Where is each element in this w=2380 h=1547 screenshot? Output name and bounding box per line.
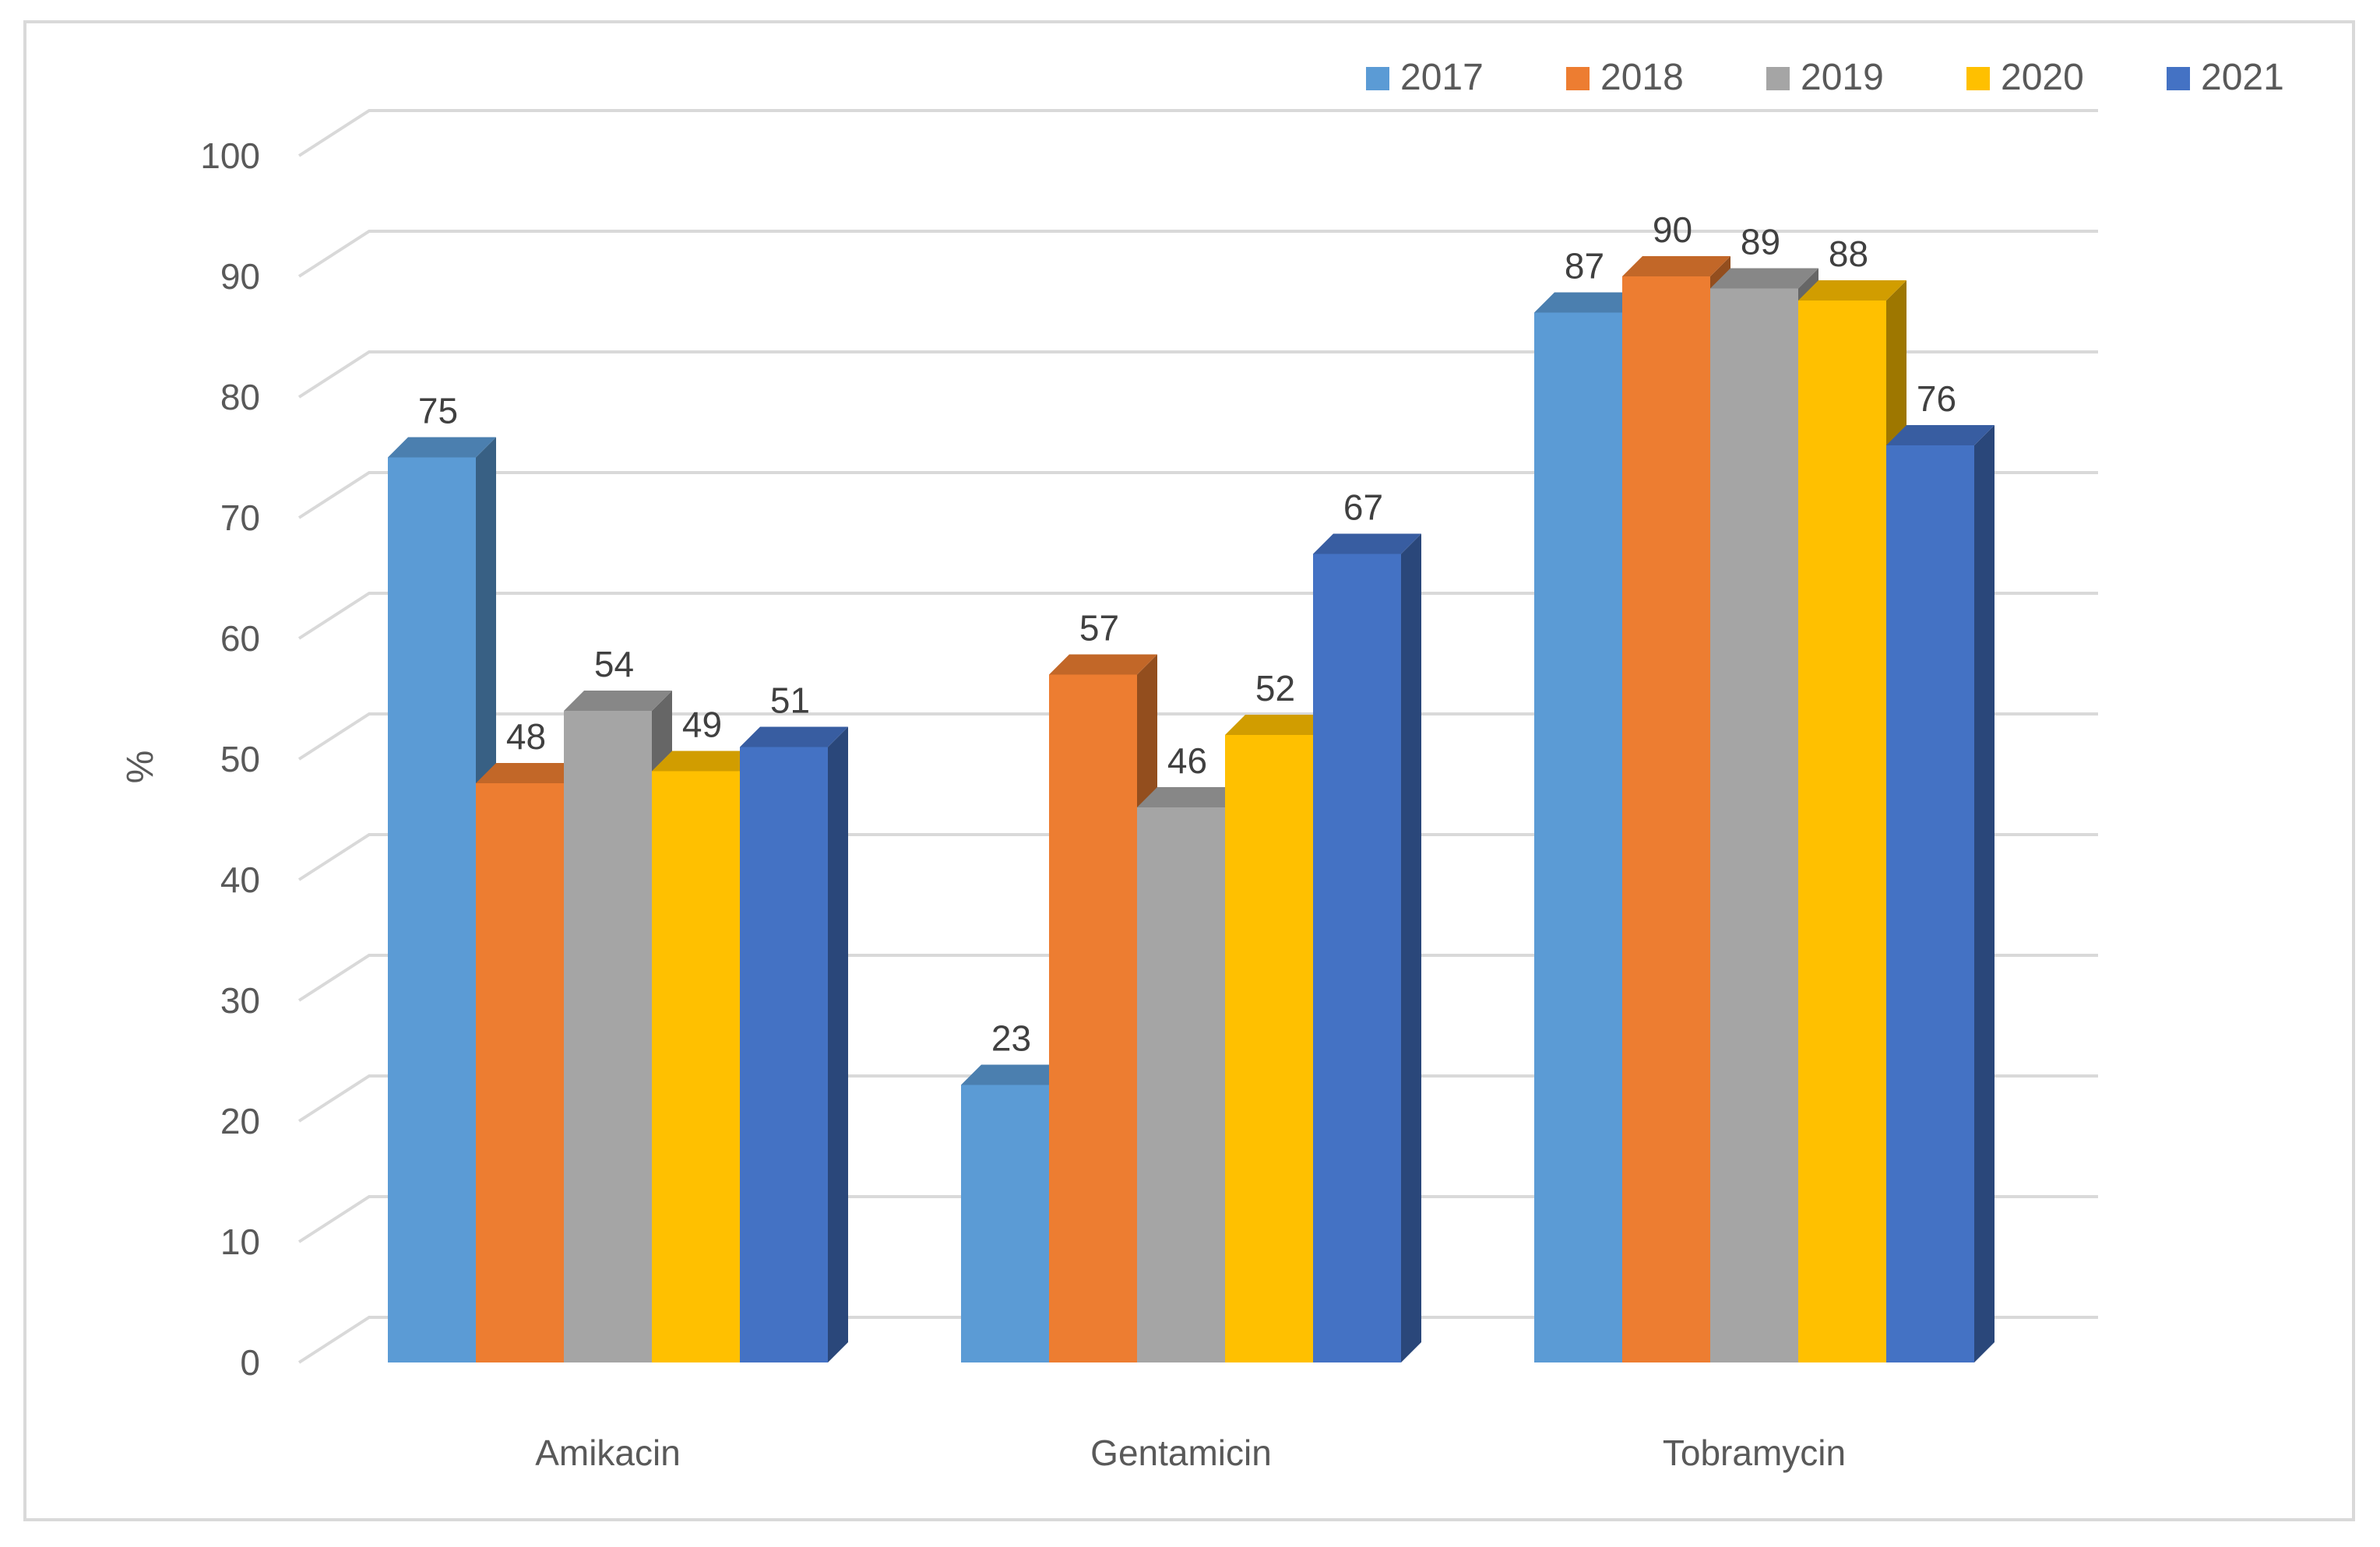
data-label: 90 [1653,209,1692,250]
data-label: 76 [1917,378,1956,419]
legend-item: 2021 [2167,57,2284,98]
data-label: 54 [594,644,634,684]
chart-frame: 0 10 20 30 40 50 60 70 80 90 100 % 75 48 54 49 51 23 57 4… [23,20,2355,1521]
data-label: 51 [770,680,810,721]
y-tick-label: 0 [240,1342,260,1383]
category-label: Gentamicin [1090,1433,1272,1473]
y-tick-label: 100 [200,135,260,176]
gridline [298,954,2098,1002]
bar-gentamicin-2021 [1313,533,1421,1362]
bar-amikacin-2021 [740,726,848,1362]
data-label: 67 [1343,487,1383,528]
legend-item: 2019 [1766,57,1884,98]
data-label: 87 [1565,246,1604,287]
gridline [298,471,2098,519]
legend-label: 2018 [1600,57,1684,98]
y-tick-label: 70 [220,498,260,538]
chart-svg: 0 10 20 30 40 50 60 70 80 90 100 % 75 48 54 49 51 23 57 4… [120,57,2284,1473]
data-labels: 75 48 54 49 51 23 57 46 52 67 87 90 89 88 76 [418,209,1956,1059]
data-label: 52 [1255,668,1295,708]
y-tick-label: 90 [220,256,260,297]
legend-swatch [1966,67,1990,90]
y-tick-label: 60 [220,618,260,659]
legend-swatch [1566,67,1590,90]
legend-label: 2021 [2201,57,2284,98]
legend-swatch [1366,67,1389,90]
legend-swatch [1766,67,1790,90]
legend-label: 2020 [2001,57,2084,98]
y-axis-ticks: 0 10 20 30 40 50 60 70 80 90 100 [200,135,260,1383]
legend-item: 2018 [1566,57,1684,98]
gridline [298,712,2098,761]
y-tick-label: 80 [220,377,260,417]
category-label: Amikacin [535,1433,681,1473]
gridlines [298,109,2098,1364]
category-labels: Amikacin Gentamicin Tobramycin [535,1433,1846,1473]
data-label: 57 [1079,608,1119,649]
legend: 2017 2018 2019 2020 2021 [1366,57,2284,98]
y-tick-label: 10 [220,1222,260,1262]
gridline [298,1074,2098,1123]
category-label: Tobramycin [1663,1433,1846,1473]
legend-item: 2017 [1366,57,1484,98]
data-label: 88 [1829,234,1868,274]
data-label: 23 [991,1018,1031,1059]
gridline [298,109,2098,157]
legend-label: 2019 [1801,57,1884,98]
data-label: 46 [1167,740,1207,781]
gridline [298,1195,2098,1243]
y-tick-label: 20 [220,1101,260,1141]
y-tick-label: 40 [220,860,260,900]
bars [388,256,1994,1362]
legend-item: 2020 [1966,57,2084,98]
gridline [298,230,2098,278]
gridline [298,350,2098,399]
data-label: 75 [418,391,458,431]
y-axis-title: % [120,751,161,784]
legend-label: 2017 [1400,57,1484,98]
bar-tobramycin-2021 [1886,425,1994,1362]
data-label: 49 [682,705,722,745]
data-label: 48 [506,716,546,757]
gridline [298,592,2098,640]
legend-swatch [2167,67,2190,90]
y-tick-label: 50 [220,739,260,779]
gridline [298,1316,2098,1364]
gridline [298,833,2098,881]
y-tick-label: 30 [220,980,260,1021]
data-label: 89 [1741,222,1780,262]
